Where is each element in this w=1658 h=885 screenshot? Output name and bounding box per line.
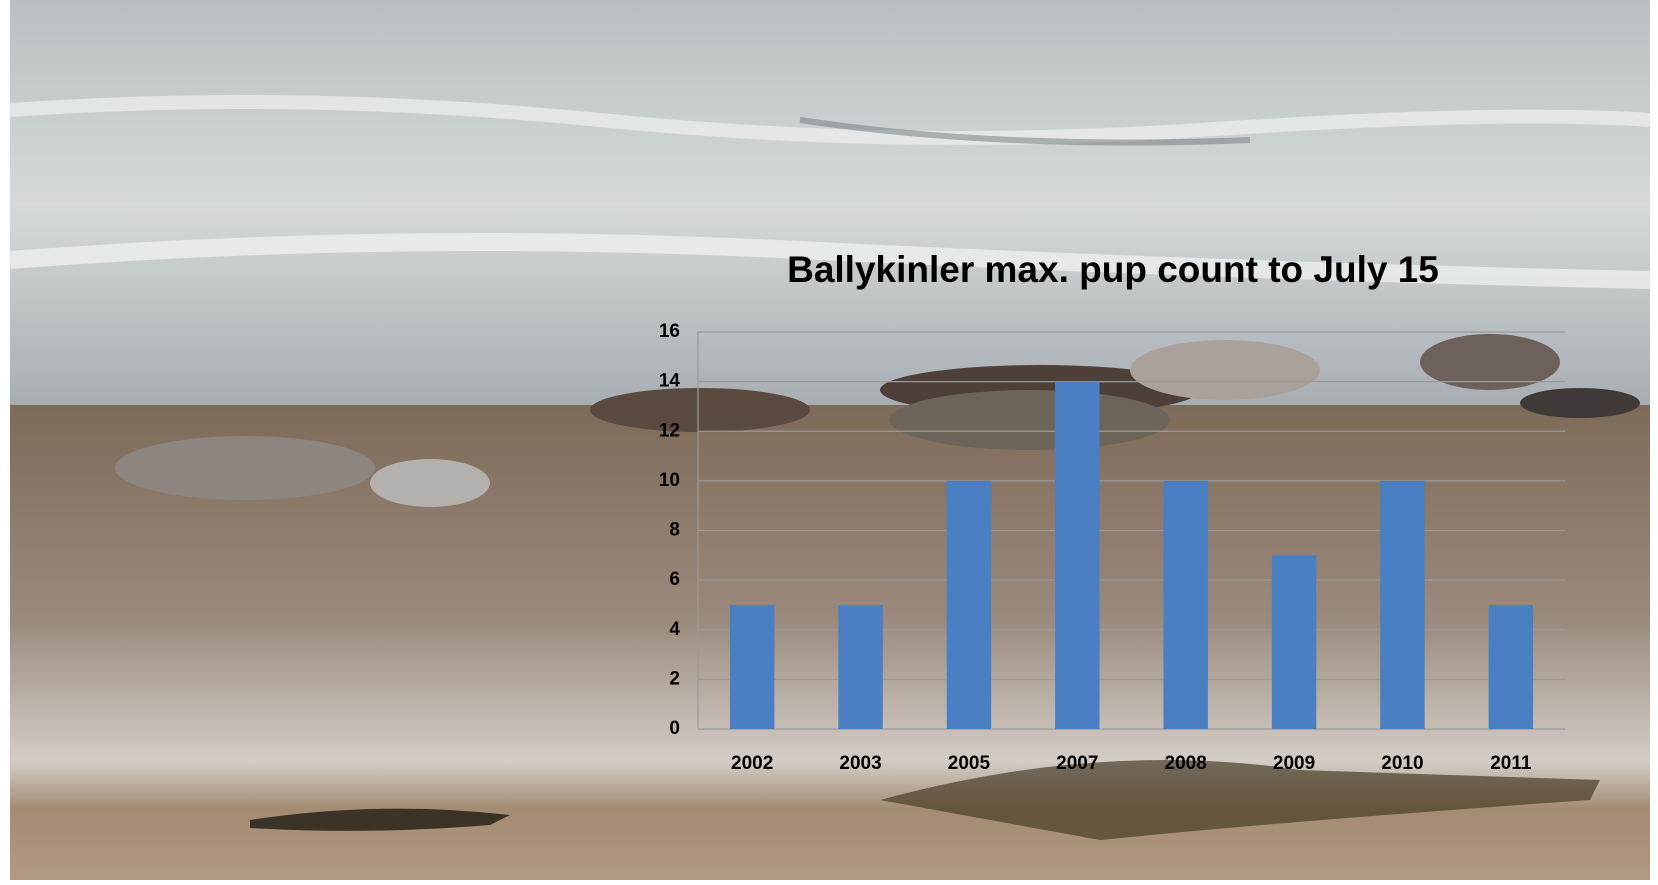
y-tick-label: 2 <box>669 668 680 689</box>
chart-title: Ballykinler max. pup count to July 15 <box>787 249 1439 290</box>
bar <box>1055 381 1100 729</box>
bar <box>729 604 775 729</box>
y-tick-label: 16 <box>659 321 680 342</box>
bar <box>946 480 992 729</box>
y-tick-label: 8 <box>669 520 680 541</box>
x-tick-label: 2008 <box>1165 753 1207 774</box>
y-tick-label: 14 <box>659 371 681 392</box>
y-tick-label: 4 <box>669 619 680 640</box>
x-tick-label: 2011 <box>1490 753 1532 774</box>
x-tick-label: 2007 <box>1056 753 1098 774</box>
x-tick-label: 2010 <box>1381 753 1423 774</box>
y-tick-label: 0 <box>669 718 680 739</box>
y-tick-label: 12 <box>659 420 680 441</box>
y-tick-label: 6 <box>669 569 680 590</box>
bar <box>838 604 883 729</box>
bar <box>1380 480 1425 729</box>
bar <box>1488 604 1534 729</box>
bar <box>1271 555 1317 729</box>
x-tick-label: 2002 <box>731 753 773 774</box>
x-tick-label: 2003 <box>839 753 881 774</box>
x-tick-label: 2005 <box>948 753 991 774</box>
x-tick-label: 2009 <box>1273 753 1315 774</box>
bar <box>1163 480 1208 729</box>
y-tick-label: 10 <box>659 470 680 491</box>
